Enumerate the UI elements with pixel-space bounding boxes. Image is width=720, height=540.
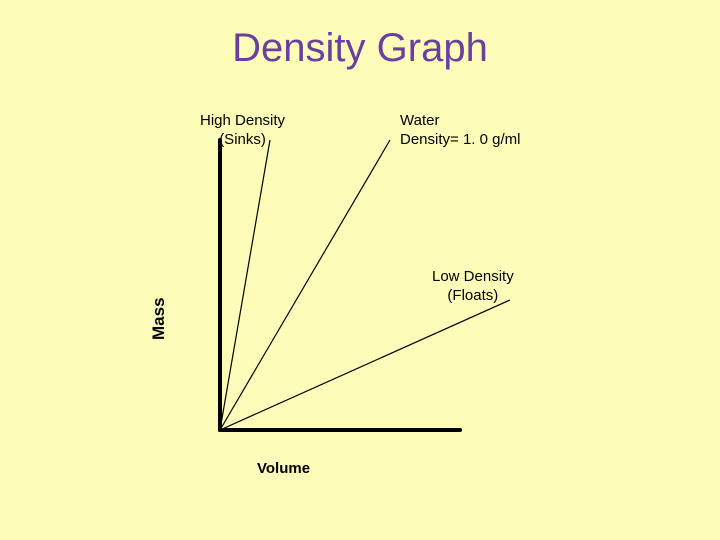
high-density-label-line1: High Density [200,112,285,131]
density-chart [160,100,600,490]
x-axis-label: Volume [257,460,310,479]
water-label-line2: Density= 1. 0 g/ml [400,131,520,150]
chart-svg [160,100,600,490]
low-density-label-line1: Low Density [432,268,514,287]
high-density-label: High Density (Sinks) [200,112,285,150]
slide-title: Density Graph [0,26,720,71]
low-density-line [220,300,510,430]
high-density-label-line2: (Sinks) [200,131,285,150]
low-density-label: Low Density (Floats) [432,268,514,306]
water-label: Water Density= 1. 0 g/ml [400,112,520,150]
slide-container: Density Graph Mass Volume High Density (… [0,0,720,540]
y-axis-label: Mass [148,297,169,340]
low-density-label-line2: (Floats) [432,287,514,306]
water-label-line1: Water [400,112,520,131]
